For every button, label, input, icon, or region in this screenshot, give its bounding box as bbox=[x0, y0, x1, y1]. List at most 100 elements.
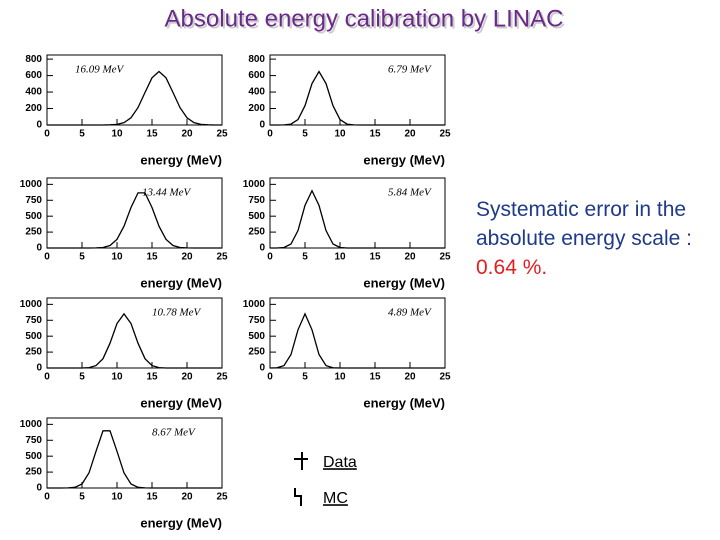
x-tick-label: 0 bbox=[44, 372, 50, 383]
x-tick-label: 25 bbox=[439, 129, 451, 140]
x-tick-label: 0 bbox=[267, 372, 273, 383]
x-tick-label: 10 bbox=[111, 129, 123, 140]
x-tick-label: 20 bbox=[404, 372, 416, 383]
note-box: Systematic error in the absolute energy … bbox=[476, 195, 706, 282]
energy-annotation: 6.79 MeV bbox=[388, 64, 432, 76]
y-tick-label: 0 bbox=[36, 243, 42, 254]
x-tick-label: 5 bbox=[302, 372, 308, 383]
plot-frame bbox=[46, 177, 223, 249]
note-value: 0.64 %. bbox=[476, 256, 548, 279]
y-tick-label: 800 bbox=[248, 54, 265, 65]
y-tick-label: 750 bbox=[25, 315, 42, 326]
energy-annotation: 4.89 MeV bbox=[388, 307, 432, 319]
plot-frame bbox=[46, 297, 223, 369]
energy-annotation: 16.09 MeV bbox=[75, 64, 125, 76]
x-axis-label: energy (MeV) bbox=[140, 152, 222, 167]
energy-annotation: 13.44 MeV bbox=[142, 187, 192, 199]
slide-title: Absolute energy calibration by LINAC bbox=[165, 5, 564, 32]
x-tick-label: 10 bbox=[334, 372, 346, 383]
y-tick-label: 600 bbox=[248, 70, 265, 81]
x-axis-label: energy (MeV) bbox=[140, 515, 222, 530]
x-tick-label: 25 bbox=[439, 372, 451, 383]
y-tick-label: 750 bbox=[248, 315, 265, 326]
y-tick-label: 500 bbox=[248, 331, 265, 342]
energy-annotation: 5.84 MeV bbox=[388, 187, 432, 199]
y-tick-label: 250 bbox=[25, 467, 42, 478]
y-tick-label: 0 bbox=[259, 243, 265, 254]
y-tick-label: 500 bbox=[25, 211, 42, 222]
y-tick-label: 1000 bbox=[243, 179, 266, 190]
x-tick-label: 10 bbox=[334, 129, 346, 140]
spectrum-line bbox=[47, 70, 222, 126]
x-tick-label: 15 bbox=[369, 372, 381, 383]
y-tick-label: 250 bbox=[25, 227, 42, 238]
y-tick-label: 250 bbox=[248, 227, 265, 238]
x-tick-label: 0 bbox=[267, 129, 273, 140]
x-tick-label: 25 bbox=[439, 252, 451, 263]
x-tick-label: 25 bbox=[216, 492, 228, 503]
y-tick-label: 0 bbox=[36, 120, 42, 131]
note-text: Systematic error in the absolute energy … bbox=[476, 198, 692, 250]
energy-annotation: 8.67 MeV bbox=[152, 427, 196, 439]
y-tick-label: 250 bbox=[25, 347, 42, 358]
x-tick-label: 15 bbox=[369, 129, 381, 140]
x-tick-label: 0 bbox=[44, 492, 50, 503]
x-axis-label: energy (MeV) bbox=[363, 275, 445, 290]
energy-annotation: 10.78 MeV bbox=[152, 307, 202, 319]
y-tick-label: 500 bbox=[248, 211, 265, 222]
x-tick-label: 20 bbox=[181, 129, 193, 140]
y-tick-label: 0 bbox=[259, 120, 265, 131]
x-tick-label: 0 bbox=[267, 252, 273, 263]
x-tick-label: 5 bbox=[79, 129, 85, 140]
note: Systematic error in the absolute energy … bbox=[476, 195, 706, 282]
legend-label: MC bbox=[323, 490, 348, 507]
x-tick-label: 5 bbox=[302, 129, 308, 140]
x-tick-label: 20 bbox=[181, 492, 193, 503]
x-tick-label: 0 bbox=[44, 129, 50, 140]
y-tick-label: 200 bbox=[25, 103, 42, 114]
y-tick-label: 800 bbox=[25, 54, 42, 65]
x-tick-label: 15 bbox=[146, 492, 158, 503]
spectrum-line bbox=[47, 192, 222, 249]
x-tick-label: 20 bbox=[404, 129, 416, 140]
x-tick-label: 25 bbox=[216, 252, 228, 263]
spectrum-line bbox=[270, 70, 445, 126]
x-tick-label: 10 bbox=[111, 252, 123, 263]
legend-mc-symbol bbox=[294, 488, 302, 506]
x-axis-label: energy (MeV) bbox=[140, 395, 222, 410]
y-tick-label: 0 bbox=[36, 483, 42, 494]
plot-frame bbox=[46, 417, 223, 489]
x-tick-label: 20 bbox=[181, 372, 193, 383]
y-tick-label: 0 bbox=[36, 363, 42, 374]
x-tick-label: 15 bbox=[146, 129, 158, 140]
x-tick-label: 15 bbox=[369, 252, 381, 263]
y-tick-label: 750 bbox=[25, 195, 42, 206]
spectrum-line bbox=[269, 312, 445, 369]
y-tick-label: 1000 bbox=[20, 299, 43, 310]
x-tick-label: 0 bbox=[44, 252, 50, 263]
y-tick-label: 200 bbox=[248, 103, 265, 114]
spectrum-line bbox=[270, 189, 445, 249]
x-tick-label: 10 bbox=[111, 372, 123, 383]
x-tick-label: 5 bbox=[302, 252, 308, 263]
x-tick-label: 25 bbox=[216, 129, 228, 140]
y-tick-label: 0 bbox=[259, 363, 265, 374]
legend-label: Data bbox=[323, 454, 357, 471]
y-tick-label: 600 bbox=[25, 70, 42, 81]
y-tick-label: 750 bbox=[25, 435, 42, 446]
plot-frame bbox=[46, 54, 223, 126]
x-tick-label: 25 bbox=[216, 372, 228, 383]
x-axis-label: energy (MeV) bbox=[363, 152, 445, 167]
y-tick-label: 250 bbox=[248, 347, 265, 358]
y-tick-label: 1000 bbox=[20, 419, 43, 430]
y-tick-label: 400 bbox=[248, 87, 265, 98]
x-tick-label: 20 bbox=[404, 252, 416, 263]
x-axis-label: energy (MeV) bbox=[140, 275, 222, 290]
title-shadow: Absolute energy calibration by LINAC bbox=[167, 7, 566, 34]
spectrum-line bbox=[47, 312, 222, 369]
x-tick-label: 5 bbox=[79, 252, 85, 263]
x-axis-label: energy (MeV) bbox=[363, 395, 445, 410]
y-tick-label: 750 bbox=[248, 195, 265, 206]
y-tick-label: 500 bbox=[25, 331, 42, 342]
